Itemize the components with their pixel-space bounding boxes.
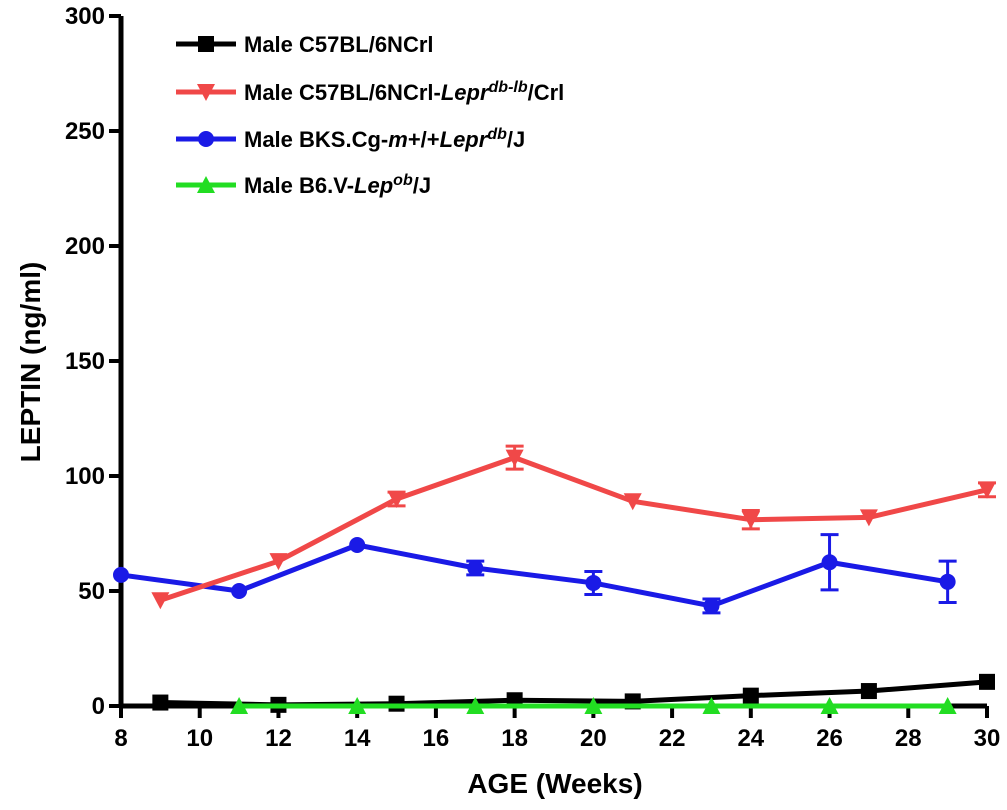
legend-label-part: /J <box>413 173 431 198</box>
legend-marker <box>197 84 215 101</box>
legend-label-part: /Crl <box>528 80 565 105</box>
data-point <box>505 449 524 467</box>
y-tick-label: 300 <box>65 3 105 30</box>
series-2 <box>113 533 957 615</box>
x-axis-title: AGE (Weeks) <box>467 768 642 799</box>
legend-marker <box>198 36 214 52</box>
data-point <box>742 687 759 704</box>
series-line <box>159 455 988 603</box>
data-point <box>231 583 248 599</box>
legend-label: Male BKS.Cg-m+/+Leprdb/J <box>244 126 525 153</box>
legend-label: Male C57BL/6NCrl-Leprdb-lb/Crl <box>244 79 564 106</box>
x-tick-label: 12 <box>265 725 292 752</box>
series-line <box>120 542 949 609</box>
data-point <box>979 673 995 690</box>
x-tick-label: 8 <box>114 725 127 752</box>
legend-label-part: +/+ <box>408 127 440 152</box>
legend-item: Male C57BL/6NCrl <box>176 32 434 57</box>
x-tick-label: 18 <box>501 725 528 752</box>
legend-label-part: Male C57BL/6NCrl <box>244 32 434 57</box>
legend-label: Male B6.V-Lepob/J <box>244 172 431 199</box>
x-tick-label: 16 <box>423 725 450 752</box>
series-1 <box>151 444 996 610</box>
y-tick-label: 200 <box>65 233 105 260</box>
data-point <box>820 697 839 714</box>
y-tick-label: 100 <box>65 463 105 490</box>
axes: 0 50 100 150 200 250 300 8 10 12 14 16 18 20 22 24 26 28 3… <box>65 3 1000 752</box>
data-point <box>585 574 602 591</box>
legend-label: Male C57BL/6NCrl <box>244 32 434 57</box>
legend-label-part: db <box>487 126 507 143</box>
data-point <box>113 566 129 583</box>
data-point <box>467 560 484 576</box>
legend-item: Male C57BL/6NCrl-Leprdb-lb/Crl <box>176 79 564 106</box>
legend-label-part: Lepr <box>441 80 490 105</box>
legend-item: Male BKS.Cg-m+/+Leprdb/J <box>176 126 525 153</box>
x-tick-label: 20 <box>580 725 607 752</box>
data-point <box>349 537 366 553</box>
y-tick-label: 50 <box>78 578 105 605</box>
data-point <box>860 683 877 700</box>
legend-label-part: ob <box>393 172 413 189</box>
x-tick-label: 10 <box>186 725 213 752</box>
x-tick-label: 14 <box>344 725 371 752</box>
data-point <box>859 509 878 527</box>
data-point <box>151 592 170 610</box>
data-point <box>978 481 996 499</box>
x-tick-label: 22 <box>659 725 686 752</box>
legend-label-part: Male BKS.Cg- <box>244 127 388 152</box>
legend-marker <box>198 131 214 147</box>
data-point <box>702 697 721 714</box>
legend-item: Male B6.V-Lepob/J <box>176 172 431 199</box>
y-tick-label: 150 <box>65 348 105 375</box>
data-point <box>584 697 603 714</box>
x-tick-label: 24 <box>737 725 764 752</box>
data-point <box>703 597 720 614</box>
legend-marker <box>197 176 215 193</box>
y-tick-label: 250 <box>65 118 105 145</box>
x-tick-label: 28 <box>895 725 922 752</box>
legend-label-part: db-lb <box>489 79 528 96</box>
data-point <box>152 694 169 711</box>
legend-label-part: m <box>388 127 408 152</box>
series-layer <box>113 444 996 714</box>
x-tick-label: 26 <box>816 725 843 752</box>
data-point <box>939 573 956 590</box>
legend-label-part: Male B6.V- <box>244 173 354 198</box>
data-point <box>741 511 760 529</box>
legend-label-part: Lep <box>354 173 393 198</box>
series-3 <box>230 697 957 714</box>
data-point <box>348 697 367 714</box>
x-tick-label: 30 <box>974 725 1001 752</box>
data-point <box>623 493 642 511</box>
data-point <box>387 491 406 508</box>
data-point <box>821 554 838 571</box>
data-point <box>466 697 485 714</box>
legend-label-part: Lepr <box>440 127 489 152</box>
y-tick-label: 0 <box>92 693 105 720</box>
data-point <box>230 697 249 714</box>
data-point <box>938 697 957 714</box>
y-axis-title: LEPTIN (ng/ml) <box>15 262 46 463</box>
legend-label-part: /J <box>507 127 525 152</box>
data-point <box>269 553 288 571</box>
legend-label-part: Male C57BL/6NCrl- <box>244 80 441 105</box>
